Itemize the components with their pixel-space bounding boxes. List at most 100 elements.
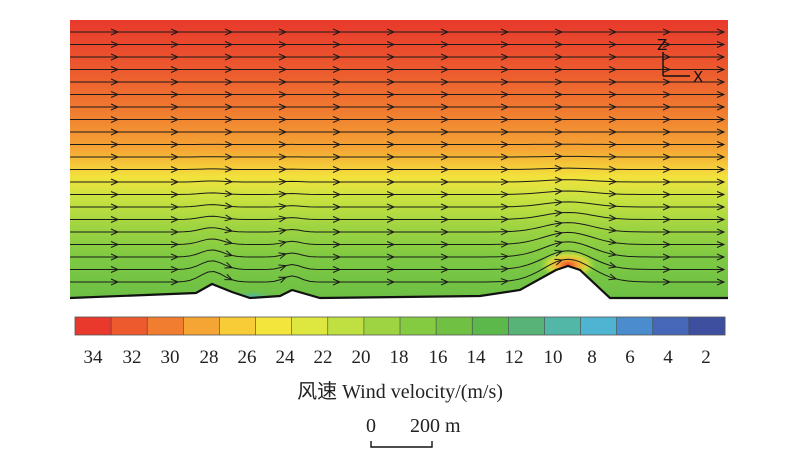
- streamline-arrow: [662, 78, 672, 86]
- streamline-arrow: [332, 216, 342, 223]
- streamline-arrow: [554, 103, 564, 111]
- streamline-arrow: [608, 214, 618, 222]
- streamline-arrow: [500, 66, 510, 73]
- streamline-arrow: [224, 91, 234, 98]
- colorbar-swatch: [219, 317, 256, 335]
- streamline-arrow: [278, 66, 288, 73]
- streamline-arrow: [608, 78, 618, 86]
- streamline-arrow: [554, 230, 564, 238]
- streamline-arrow: [170, 78, 180, 86]
- streamline-arrow: [716, 103, 726, 111]
- streamline-arrow: [110, 241, 120, 248]
- streamline-arrow: [332, 241, 342, 248]
- streamline-arrow: [170, 203, 180, 211]
- streamline-arrow: [662, 141, 672, 148]
- streamline-arrow: [716, 78, 726, 86]
- streamline-arrow: [554, 78, 564, 86]
- streamline-arrow: [110, 28, 120, 36]
- streamline-arrow: [716, 91, 726, 98]
- streamline-arrow: [386, 41, 396, 48]
- streamline-arrow: [662, 153, 672, 161]
- streamline-arrow: [608, 250, 618, 257]
- colorbar-tick-label: 28: [200, 347, 219, 368]
- streamline-arrow: [278, 165, 288, 173]
- streamline-arrow: [386, 278, 396, 286]
- streamline-arrow: [332, 116, 342, 123]
- streamline-arrow: [500, 103, 510, 111]
- streamline-arrow: [662, 178, 672, 186]
- streamline-arrow: [386, 178, 396, 186]
- streamline-arrow: [554, 164, 564, 172]
- streamline-arrow: [608, 103, 618, 111]
- streamline-arrow: [440, 116, 450, 123]
- streamline-arrow: [332, 191, 342, 198]
- streamline-arrow: [608, 190, 618, 198]
- streamline-arrow: [386, 141, 396, 148]
- colorbar-tick-label: 8: [587, 347, 597, 368]
- streamline-arrow: [224, 66, 234, 73]
- streamline-arrow: [608, 28, 618, 36]
- streamline-arrow: [110, 103, 120, 111]
- streamline-arrow: [224, 190, 234, 198]
- streamline-arrow: [440, 28, 450, 36]
- streamline-arrow: [440, 103, 450, 111]
- streamline-arrow: [554, 116, 564, 123]
- streamline-arrow: [224, 53, 234, 61]
- streamline-arrow: [332, 178, 342, 186]
- streamline-arrow: [278, 153, 288, 161]
- colorbar-tick-label: 22: [314, 347, 333, 368]
- colorbar: [75, 317, 726, 335]
- streamline-arrow: [608, 41, 618, 48]
- streamline-arrow: [386, 28, 396, 36]
- streamline-arrow: [662, 66, 672, 73]
- streamline-arrow: [440, 241, 450, 248]
- streamline-arrow: [386, 216, 396, 223]
- streamline-arrow: [170, 253, 180, 261]
- streamline-arrow: [554, 176, 564, 184]
- streamline-arrow: [662, 166, 672, 173]
- streamline-arrow: [332, 228, 342, 236]
- streamline-arrow: [662, 103, 672, 111]
- colorbar-tick-label: 34: [84, 347, 104, 368]
- colorbar-swatch: [580, 317, 618, 335]
- streamline-arrow: [386, 128, 396, 136]
- streamline-arrow: [386, 228, 396, 236]
- streamline-arrow: [224, 28, 234, 36]
- streamline-arrow: [554, 41, 564, 48]
- streamline-arrow: [110, 41, 120, 48]
- streamline-arrow: [554, 209, 564, 217]
- streamline-arrow: [224, 273, 234, 281]
- streamline-arrow: [608, 178, 618, 185]
- streamline-arrow: [716, 178, 726, 186]
- streamline-arrow: [386, 53, 396, 61]
- scale-bar-start-label: 0: [366, 415, 376, 437]
- colorbar-swatch: [183, 317, 220, 335]
- streamline-arrow: [224, 140, 234, 148]
- streamline-arrow: [110, 141, 120, 148]
- colorbar-swatch: [255, 317, 293, 335]
- streamline-arrow: [500, 278, 510, 285]
- streamline-arrow: [224, 116, 234, 123]
- colorbar-swatch: [291, 317, 329, 335]
- streamline-arrow: [110, 253, 120, 261]
- streamline-arrow: [170, 166, 180, 173]
- streamline-arrow: [110, 128, 120, 136]
- streamline-arrow: [440, 66, 450, 73]
- streamline-arrow: [170, 178, 180, 186]
- streamline-arrow: [716, 266, 726, 273]
- streamline-arrow: [608, 261, 618, 269]
- streamline-arrow: [554, 199, 564, 206]
- streamline-arrow: [662, 128, 672, 136]
- streamline-arrow: [554, 28, 564, 36]
- x-axis-label: X: [693, 68, 703, 86]
- streamline-arrow: [440, 41, 450, 48]
- streamline-arrow: [500, 141, 510, 148]
- streamline-arrow: [500, 91, 510, 98]
- streamline-arrow: [440, 166, 450, 173]
- scale-bar-line: [370, 441, 433, 448]
- colorbar-swatch: [400, 317, 437, 335]
- streamline-arrow: [386, 103, 396, 111]
- streamline-arrow: [278, 116, 288, 123]
- colorbar-tick-label: 6: [625, 347, 635, 368]
- streamline-arrow: [716, 66, 726, 73]
